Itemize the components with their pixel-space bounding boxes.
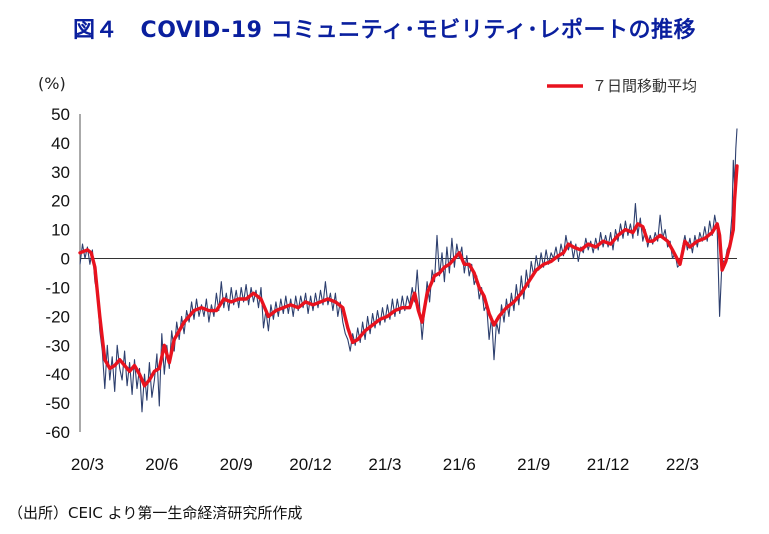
y-tick-label: 40 [51,134,70,153]
y-tick-label: 20 [51,192,70,211]
x-tick-label: 20/3 [71,455,104,474]
y-tick-label: -40 [45,365,70,384]
legend-label: ７日間移動平均 [592,77,697,95]
x-tick-label: 21/12 [587,455,630,474]
x-tick-label: 22/3 [666,455,699,474]
x-tick-label: 20/12 [289,455,332,474]
y-tick-label: -30 [45,336,70,355]
y-tick-label: 0 [61,250,70,269]
y-tick-label: 30 [51,163,70,182]
x-tick-label: 21/9 [517,455,550,474]
source-note: （出所）CEIC より第一生命経済研究所作成 [8,504,303,522]
series-7day-moving-average-line [78,164,739,388]
y-tick-label: -60 [45,423,70,442]
x-tick-label: 21/6 [443,455,476,474]
x-tick-label: 21/3 [368,455,401,474]
x-tick-label: 20/6 [145,455,178,474]
y-tick-label: -50 [45,394,70,413]
y-axis-unit-label: (%) [38,74,66,93]
x-axis-ticks: 20/3 20/6 20/9 20/12 21/3 21/6 21/9 21/12 22/3 [71,455,699,474]
y-tick-label: -20 [45,307,70,326]
x-tick-label: 20/9 [220,455,253,474]
chart-title: 図４ COVID-19 コミュニティ･モビリティ･レポートの推移 [73,18,696,43]
series-daily-line [79,128,738,413]
y-tick-label: -10 [45,278,70,297]
legend: ７日間移動平均 [547,77,697,95]
y-tick-label: 10 [51,221,70,240]
y-tick-label: 50 [51,105,70,124]
y-axis-ticks: 50 40 30 20 10 0 -10 -20 -30 -40 -50 -60 [45,105,70,442]
